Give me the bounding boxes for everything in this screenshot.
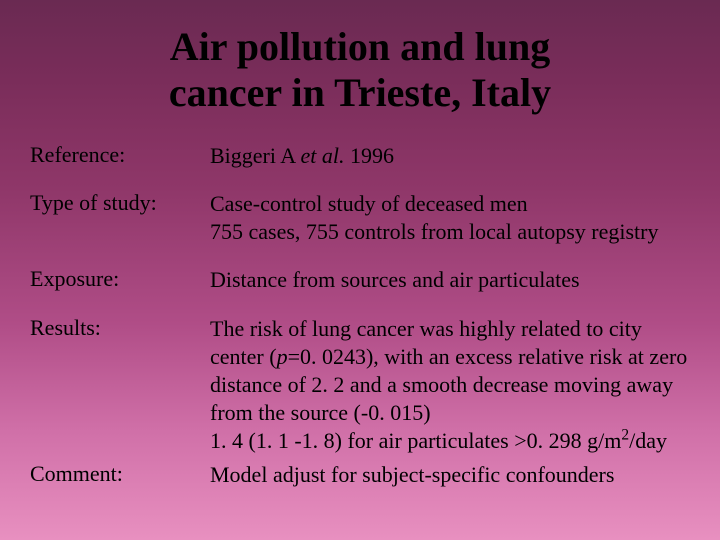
type-line-2: 755 cases, 755 controls from local autop… — [210, 219, 658, 244]
label-reference: Reference: — [30, 142, 210, 168]
value-results: The risk of lung cancer was highly relat… — [210, 315, 690, 456]
slide-title: Air pollution and lung cancer in Trieste… — [30, 24, 690, 116]
results-p: p — [277, 344, 288, 369]
content-rows: Reference: Biggeri A et al. 1996 Type of… — [30, 142, 690, 490]
results-part3b: /day — [629, 428, 667, 453]
label-type-of-study: Type of study: — [30, 190, 210, 216]
row-results: Results: The risk of lung cancer was hig… — [30, 315, 690, 456]
label-exposure: Exposure: — [30, 266, 210, 292]
title-line-2: cancer in Trieste, Italy — [169, 70, 551, 115]
value-exposure: Distance from sources and air particulat… — [210, 266, 690, 294]
reference-year: 1996 — [344, 143, 394, 168]
type-line-1: Case-control study of deceased men — [210, 191, 528, 216]
title-line-1: Air pollution and lung — [170, 24, 551, 69]
row-type-of-study: Type of study: Case-control study of dec… — [30, 190, 690, 246]
label-results: Results: — [30, 315, 210, 341]
results-sup: 2 — [621, 427, 629, 444]
row-comment: Comment: Model adjust for subject-specif… — [30, 461, 690, 489]
results-part3a: 1. 4 (1. 1 -1. 8) for air particulates >… — [210, 428, 621, 453]
row-reference: Reference: Biggeri A et al. 1996 — [30, 142, 690, 170]
value-type-of-study: Case-control study of deceased men 755 c… — [210, 190, 690, 246]
row-exposure: Exposure: Distance from sources and air … — [30, 266, 690, 294]
reference-author: Biggeri A — [210, 143, 300, 168]
reference-etal: et al. — [300, 143, 344, 168]
value-reference: Biggeri A et al. 1996 — [210, 142, 690, 170]
value-comment: Model adjust for subject-specific confou… — [210, 461, 690, 489]
label-comment: Comment: — [30, 461, 210, 487]
